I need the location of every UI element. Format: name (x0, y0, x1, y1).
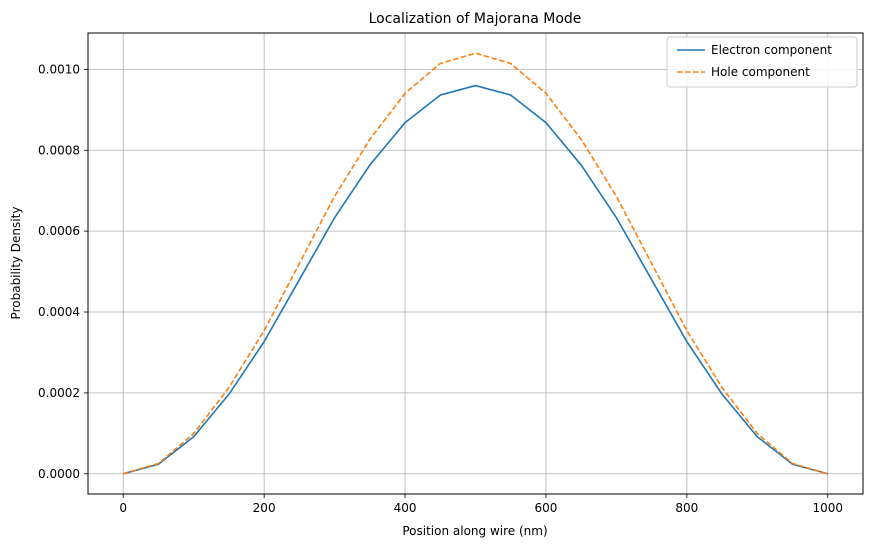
series-line-hole (123, 52, 828, 475)
x-tick-label: 400 (394, 501, 417, 515)
plot-frame (87, 32, 864, 495)
axis-ticks: 0 200 400 600 800 1000 0.0000 0.0002 0.0004 0.000… (38, 62, 843, 515)
x-tick-label: 0 (119, 501, 127, 515)
legend: Electron component Hole component (666, 36, 858, 88)
x-tick-label: 600 (535, 501, 558, 515)
chart-title: Localization of Majorana Mode (369, 11, 582, 27)
y-tick-label: 0.0000 (38, 467, 80, 481)
y-tick-label: 0.0002 (38, 386, 80, 400)
legend-box (666, 36, 858, 88)
y-axis-label: Probability Density (9, 207, 23, 320)
series-line-electron (123, 84, 828, 475)
y-tick-label: 0.0008 (38, 143, 80, 157)
grid (88, 33, 863, 494)
series-lines (123, 52, 828, 475)
x-tick-label: 1000 (812, 501, 843, 515)
x-tick-label: 800 (675, 501, 698, 515)
x-axis-label: Position along wire (nm) (402, 524, 547, 538)
y-tick-label: 0.0006 (38, 224, 80, 238)
legend-label-electron: Electron component (711, 43, 832, 57)
x-tick-label: 200 (253, 501, 276, 515)
y-tick-label: 0.0010 (38, 62, 80, 76)
legend-label-hole: Hole component (711, 65, 810, 79)
y-tick-label: 0.0004 (38, 305, 80, 319)
